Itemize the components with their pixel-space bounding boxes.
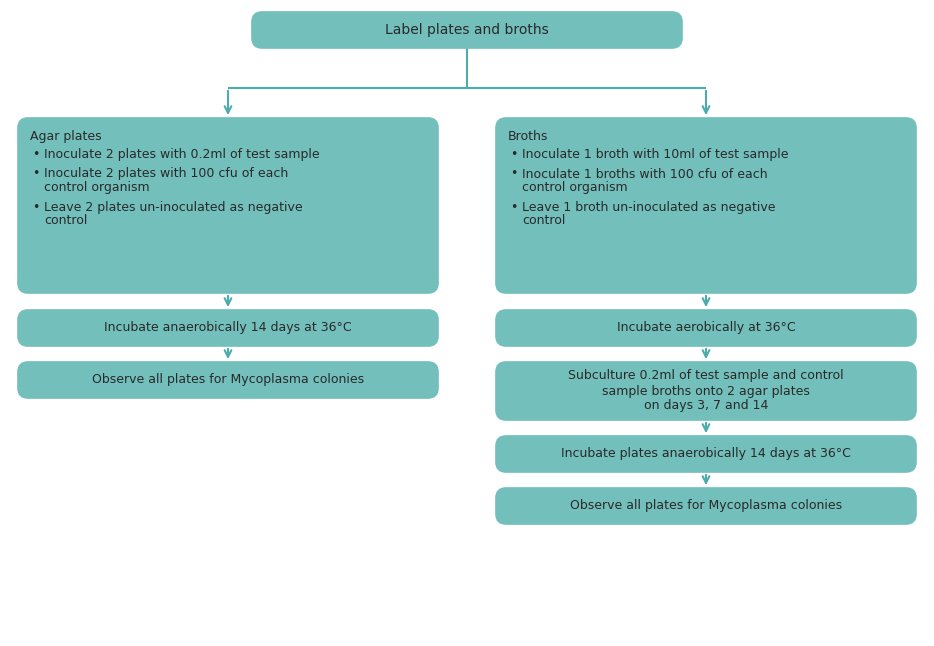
FancyBboxPatch shape (18, 310, 438, 346)
Text: Observe all plates for Mycoplasma colonies: Observe all plates for Mycoplasma coloni… (570, 499, 842, 512)
Text: Label plates and broths: Label plates and broths (385, 23, 549, 37)
Text: Leave 2 plates un-inoculated as negative: Leave 2 plates un-inoculated as negative (44, 200, 303, 213)
FancyBboxPatch shape (496, 310, 916, 346)
Text: Incubate anaerobically 14 days at 36°C: Incubate anaerobically 14 days at 36°C (105, 322, 352, 335)
Text: control organism: control organism (44, 181, 149, 194)
Text: Inoculate 1 broths with 100 cfu of each: Inoculate 1 broths with 100 cfu of each (522, 167, 768, 180)
Text: •: • (510, 167, 517, 180)
Text: Incubate aerobically at 36°C: Incubate aerobically at 36°C (616, 322, 796, 335)
Text: control: control (522, 214, 565, 227)
FancyBboxPatch shape (496, 488, 916, 524)
Text: Agar plates: Agar plates (30, 130, 102, 143)
Text: •: • (510, 148, 517, 161)
Text: control: control (44, 214, 88, 227)
Text: Leave 1 broth un-inoculated as negative: Leave 1 broth un-inoculated as negative (522, 200, 775, 213)
Text: Incubate plates anaerobically 14 days at 36°C: Incubate plates anaerobically 14 days at… (561, 448, 851, 461)
Text: Inoculate 1 broth with 10ml of test sample: Inoculate 1 broth with 10ml of test samp… (522, 148, 788, 161)
FancyBboxPatch shape (18, 118, 438, 293)
Text: Inoculate 2 plates with 0.2ml of test sample: Inoculate 2 plates with 0.2ml of test sa… (44, 148, 319, 161)
Text: Broths: Broths (508, 130, 548, 143)
Text: •: • (32, 167, 39, 180)
FancyBboxPatch shape (252, 12, 682, 48)
FancyBboxPatch shape (18, 362, 438, 398)
FancyBboxPatch shape (496, 118, 916, 293)
Text: •: • (32, 200, 39, 213)
FancyBboxPatch shape (496, 436, 916, 472)
Text: Subculture 0.2ml of test sample and control
sample broths onto 2 agar plates
on : Subculture 0.2ml of test sample and cont… (568, 370, 843, 413)
FancyBboxPatch shape (496, 362, 916, 420)
Text: Inoculate 2 plates with 100 cfu of each: Inoculate 2 plates with 100 cfu of each (44, 167, 289, 180)
Text: •: • (32, 148, 39, 161)
Text: Observe all plates for Mycoplasma colonies: Observe all plates for Mycoplasma coloni… (92, 373, 364, 386)
Text: control organism: control organism (522, 181, 628, 194)
Text: •: • (510, 200, 517, 213)
